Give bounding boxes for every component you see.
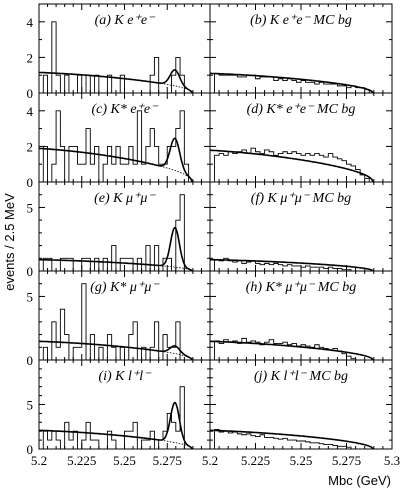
y-tick-label: 0 — [27, 264, 34, 279]
panel-label: (i) K l⁺l⁻ — [98, 369, 152, 384]
y-tick-label: 5 — [27, 200, 34, 215]
y-tick-label: 4 — [27, 104, 34, 119]
panel-a: 0 2 4 (a) K e⁺e⁻ — [27, 3, 211, 101]
fit-curve — [210, 429, 374, 450]
x-tick-label: 5.275 — [153, 453, 182, 468]
x-tick-label: 5.25 — [113, 453, 136, 468]
x-tick-label: 5.25 — [290, 453, 313, 468]
x-tick-label: 5.3 — [384, 453, 400, 468]
y-tick-label: 2 — [27, 50, 34, 65]
histogram — [42, 21, 189, 94]
panel-label: (a) K e⁺e⁻ — [95, 13, 156, 28]
x-tick-label: 5.2 — [202, 453, 218, 468]
panel-g: 0 5 (g) K* μ⁺μ⁻ — [27, 270, 211, 368]
panel-label: (e) K μ⁺μ⁻ — [94, 191, 156, 206]
panel-label: (f) K μ⁺μ⁻ MC bg — [251, 191, 351, 206]
histogram — [214, 257, 352, 271]
panel-h: (h) K* μ⁺μ⁻ MC bg — [209, 270, 393, 361]
y-tick-label: 0 — [27, 86, 34, 101]
panel-label: (j) K l⁺l⁻ MC bg — [254, 369, 348, 384]
fit-curve — [39, 226, 193, 272]
x-tick-label: 5.2 — [31, 453, 47, 468]
panel-label: (g) K* μ⁺μ⁻ — [90, 280, 160, 295]
y-tick-label: 5 — [27, 289, 34, 304]
fit-curve — [39, 401, 193, 450]
panel-label: (d) K* e⁺e⁻ MC bg — [247, 102, 356, 117]
y-tick-label: 4 — [27, 15, 34, 30]
panel-e: 0 5 (e) K μ⁺μ⁻ — [27, 181, 211, 279]
fit-curve — [210, 258, 374, 272]
panel-d: (d) K* e⁺e⁻ MC bg — [209, 92, 393, 183]
panel-f: (f) K μ⁺μ⁻ MC bg — [209, 181, 393, 272]
panel-j: (j) K l⁺l⁻ MC bg 5.2 5.225 5.25 5.275 5.3 — [202, 359, 400, 468]
background-curve — [39, 148, 193, 183]
fit-curve — [210, 72, 374, 94]
fit-curve — [210, 340, 374, 361]
x-tick-label: 5.275 — [332, 453, 361, 468]
histogram — [42, 386, 189, 450]
background-curve — [38, 72, 193, 94]
panel-label: (h) K* μ⁺μ⁻ MC bg — [246, 280, 357, 295]
x-tick-label: 5.225 — [67, 453, 96, 468]
fit-curve — [39, 137, 193, 183]
histogram — [214, 72, 370, 93]
panel-label: (c) K* e⁺e⁻ — [91, 102, 159, 117]
panel-i: 0 5 (i) K l⁺l⁻ 5.2 5.225 5.25 5.275 — [27, 359, 211, 468]
panel-c: 0 2 4 (c) K* e⁺e⁻ — [27, 92, 211, 190]
y-axis-title: events / 2.5 MeV — [2, 193, 17, 291]
x-axis-title: Mbc (GeV) — [328, 473, 391, 488]
fit-curve — [38, 69, 193, 94]
y-tick-label: 0 — [27, 442, 34, 457]
y-tick-label: 0 — [27, 353, 34, 368]
fit-curve — [39, 340, 193, 361]
panel-b: (b) K e⁺e⁻ MC bg — [209, 3, 393, 94]
fit-curve — [209, 149, 374, 183]
x-tick-label: 5.225 — [241, 453, 270, 468]
panel-label: (b) K e⁺e⁻ MC bg — [250, 13, 352, 28]
y-tick-label: 0 — [27, 175, 34, 190]
y-tick-label: 5 — [27, 398, 34, 413]
y-tick-label: 2 — [27, 139, 34, 154]
